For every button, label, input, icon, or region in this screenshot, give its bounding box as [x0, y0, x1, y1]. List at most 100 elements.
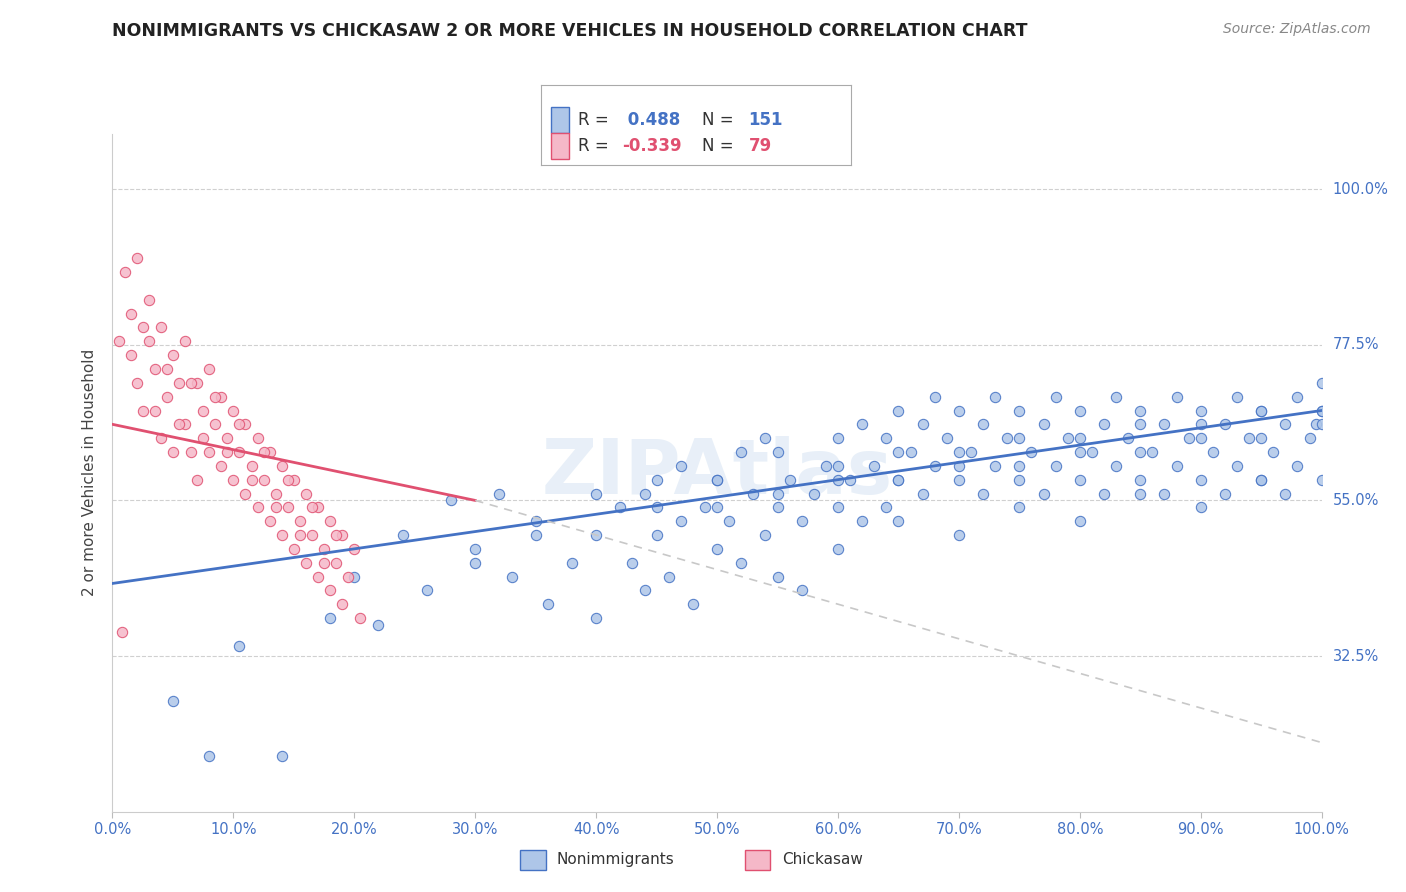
Text: 100.0%: 100.0%: [1333, 182, 1389, 196]
Point: [314, 541, 336, 556]
Point: [1274, 486, 1296, 500]
Point: [827, 500, 849, 515]
Point: [125, 252, 148, 266]
Point: [1250, 403, 1272, 417]
Point: [240, 458, 263, 473]
Point: [585, 611, 607, 625]
Text: 55.0%: 55.0%: [1333, 493, 1379, 508]
Point: [325, 528, 347, 542]
Point: [120, 348, 142, 362]
Point: [1008, 473, 1031, 487]
Text: 151: 151: [748, 112, 783, 129]
Text: R =: R =: [578, 136, 614, 154]
Point: [887, 445, 910, 459]
Point: [1226, 458, 1249, 473]
Point: [259, 445, 281, 459]
Point: [1105, 390, 1128, 404]
Point: [900, 445, 922, 459]
Point: [561, 556, 583, 570]
Point: [343, 569, 366, 583]
Text: N =: N =: [702, 112, 740, 129]
Point: [114, 265, 136, 279]
Point: [501, 569, 523, 583]
Point: [814, 458, 837, 473]
Point: [1142, 445, 1164, 459]
Point: [149, 320, 172, 334]
Point: [766, 445, 789, 459]
Point: [790, 514, 813, 528]
Point: [1129, 445, 1152, 459]
Point: [669, 458, 692, 473]
Point: [972, 417, 994, 432]
Point: [1189, 500, 1212, 515]
Point: [1250, 473, 1272, 487]
Point: [283, 541, 305, 556]
Point: [277, 473, 299, 487]
Point: [524, 528, 547, 542]
Point: [948, 473, 970, 487]
Text: 77.5%: 77.5%: [1333, 337, 1379, 352]
Point: [1081, 445, 1104, 459]
Point: [960, 445, 983, 459]
Point: [464, 541, 486, 556]
Point: [984, 458, 1007, 473]
Point: [995, 431, 1018, 445]
Point: [1310, 403, 1333, 417]
Point: [107, 334, 129, 349]
Point: [180, 376, 202, 390]
Point: [730, 445, 752, 459]
FancyBboxPatch shape: [551, 133, 569, 159]
Point: [1092, 417, 1115, 432]
Point: [228, 445, 250, 459]
Point: [693, 500, 716, 515]
Point: [204, 417, 226, 432]
Point: [217, 445, 239, 459]
Point: [827, 458, 849, 473]
Point: [1069, 445, 1091, 459]
Point: [143, 362, 166, 376]
Point: [851, 417, 873, 432]
Point: [1105, 458, 1128, 473]
Point: [186, 376, 208, 390]
Point: [537, 597, 560, 611]
Point: [609, 500, 631, 515]
Point: [1310, 417, 1333, 432]
Point: [827, 431, 849, 445]
Point: [162, 445, 184, 459]
Point: [887, 514, 910, 528]
Point: [730, 556, 752, 570]
Point: [1069, 431, 1091, 445]
Text: 79: 79: [748, 136, 772, 154]
Point: [1250, 403, 1272, 417]
Point: [779, 473, 801, 487]
Point: [658, 569, 681, 583]
Point: [1129, 486, 1152, 500]
Text: Chickasaw: Chickasaw: [782, 853, 863, 867]
Point: [288, 528, 311, 542]
Point: [1008, 403, 1031, 417]
Point: [162, 348, 184, 362]
Point: [887, 473, 910, 487]
Point: [156, 362, 179, 376]
Point: [217, 431, 239, 445]
Point: [143, 403, 166, 417]
Point: [839, 473, 862, 487]
Point: [167, 376, 190, 390]
Point: [301, 500, 323, 515]
Point: [742, 486, 765, 500]
Point: [259, 514, 281, 528]
Point: [1263, 445, 1285, 459]
Point: [984, 390, 1007, 404]
Point: [488, 486, 510, 500]
Point: [645, 473, 668, 487]
Y-axis label: 2 or more Vehicles in Household: 2 or more Vehicles in Household: [82, 349, 97, 597]
Text: 0.488: 0.488: [621, 112, 681, 129]
Point: [349, 611, 371, 625]
Text: Nonimmigrants: Nonimmigrants: [557, 853, 675, 867]
Point: [1008, 500, 1031, 515]
Text: R =: R =: [578, 112, 614, 129]
Point: [162, 694, 184, 708]
Point: [1008, 431, 1031, 445]
Point: [1069, 473, 1091, 487]
Point: [464, 556, 486, 570]
